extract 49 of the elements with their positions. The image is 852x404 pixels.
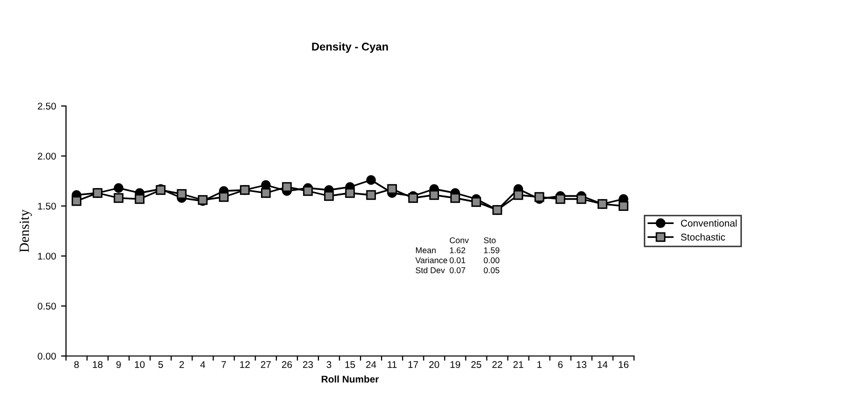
annotation: 1.62: [450, 247, 466, 254]
annotation: 1.59: [484, 247, 500, 254]
x-tick-label: 2: [179, 361, 184, 368]
y-tick-label: 2.50: [38, 102, 56, 110]
x-axis-title: Roll Number: [322, 375, 379, 383]
legend-label: Conventional: [681, 220, 737, 227]
x-tick-label: 20: [429, 361, 440, 368]
x-tick-label: 23: [303, 361, 313, 368]
x-tick-label: 27: [260, 361, 271, 368]
annotation: 0.07: [450, 267, 466, 274]
x-tick-label: 4: [200, 361, 206, 368]
y-tick-label: 0.00: [38, 352, 56, 360]
x-tick-label: 15: [345, 361, 355, 368]
x-tick-label: 14: [598, 361, 608, 368]
chart-title: Density - Cyan: [312, 42, 388, 53]
x-tick-label: 24: [366, 361, 376, 368]
annotation: 0.00: [484, 257, 500, 264]
x-tick-label: 26: [282, 361, 292, 368]
annotation: Sto: [484, 237, 496, 244]
annotation: Mean: [416, 247, 436, 254]
x-tick-label: 22: [492, 361, 502, 368]
annotation: 0.05: [484, 267, 500, 274]
x-tick-label: 8: [74, 361, 79, 368]
x-tick-label: 11: [388, 361, 397, 368]
x-tick-label: 3: [326, 361, 332, 368]
annotation: 0.01: [450, 257, 466, 264]
x-tick-label: 16: [618, 361, 628, 368]
x-tick-label: 17: [408, 361, 418, 368]
y-tick-label: 1.00: [38, 252, 56, 260]
annotation: Std Dev: [416, 267, 445, 274]
x-tick-label: 7: [222, 361, 226, 368]
annotation: Conv: [450, 237, 469, 244]
x-tick-label: 6: [558, 361, 563, 368]
x-tick-label: 13: [576, 361, 586, 368]
x-tick-label: 19: [450, 361, 460, 368]
x-tick-label: 18: [92, 361, 103, 368]
annotation: Variance: [415, 257, 448, 264]
legend-label: Stochastic: [680, 233, 726, 241]
x-tick-label: 5: [158, 361, 163, 368]
y-tick-label: 2.00: [38, 152, 56, 160]
x-tick-label: 1: [537, 361, 542, 368]
y-tick-label: 1.50: [38, 202, 56, 210]
x-tick-label: 25: [471, 361, 482, 368]
x-tick-label: 12: [240, 361, 250, 368]
x-tick-label: 9: [116, 361, 121, 368]
y-axis-title: Density: [20, 209, 32, 252]
x-tick-label: 21: [513, 361, 524, 368]
x-tick-label: 10: [134, 361, 145, 368]
y-tick-label: 0.50: [38, 302, 56, 310]
